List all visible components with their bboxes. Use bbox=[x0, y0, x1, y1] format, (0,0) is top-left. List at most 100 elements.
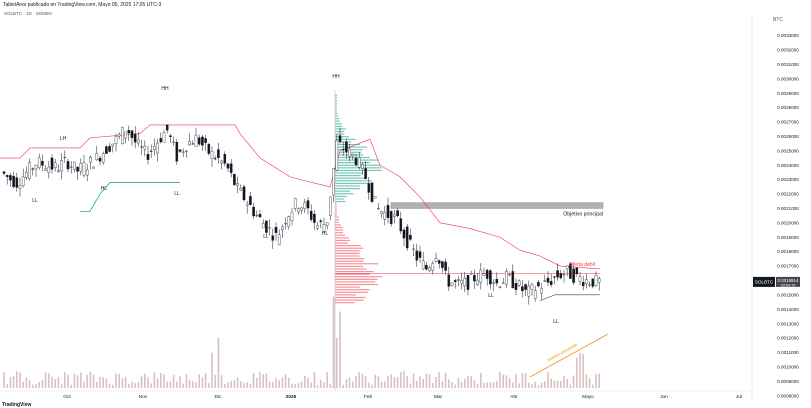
currency-label: BTC bbox=[773, 17, 783, 23]
candle-body bbox=[489, 270, 492, 285]
price-tick-label: 0.0011000 bbox=[777, 350, 799, 355]
volume-bar bbox=[377, 376, 380, 388]
candle-body bbox=[309, 210, 313, 220]
volume-profile-bar bbox=[335, 226, 343, 229]
candle-body bbox=[348, 148, 351, 157]
candle-body bbox=[201, 136, 204, 146]
price-tick-label: 0.0012000 bbox=[777, 336, 799, 341]
candle-body bbox=[441, 261, 444, 268]
candle-body bbox=[239, 188, 243, 191]
volume-profile-bar bbox=[335, 245, 362, 247]
volume-bar bbox=[22, 381, 24, 388]
candle-body bbox=[361, 164, 364, 169]
volume-bar bbox=[150, 383, 152, 388]
volume-profile-bar bbox=[335, 193, 354, 195]
candle-body bbox=[5, 175, 9, 178]
volume-bar bbox=[422, 379, 424, 388]
volume-bar bbox=[313, 371, 316, 388]
candle-body bbox=[527, 285, 531, 297]
candle-body bbox=[332, 168, 335, 196]
volume-profile-bar bbox=[335, 112, 338, 115]
volume-bar bbox=[259, 371, 261, 388]
volume-bar bbox=[281, 377, 284, 388]
price-tick-label: 0.0033000 bbox=[777, 33, 799, 38]
price-tick-label: 0.0014000 bbox=[777, 307, 799, 312]
volume-bar bbox=[518, 383, 520, 388]
weak-supply-label: Oferta débil bbox=[569, 262, 595, 268]
volume-profile-bar bbox=[335, 239, 351, 242]
candle-body bbox=[533, 290, 537, 299]
candle-body bbox=[293, 198, 297, 209]
volume-bar bbox=[252, 373, 255, 388]
volume-bar bbox=[348, 377, 351, 388]
volume-bar bbox=[51, 376, 53, 388]
volume-bar bbox=[214, 374, 216, 388]
volume-bar bbox=[409, 383, 412, 388]
supertrend-bearish-line bbox=[0, 124, 601, 270]
volume-bar bbox=[374, 374, 376, 388]
volume-bar bbox=[460, 382, 463, 388]
volume-bar bbox=[502, 374, 504, 388]
volume-bar bbox=[76, 375, 79, 388]
candle-body bbox=[197, 137, 201, 145]
volume-bar bbox=[553, 380, 556, 388]
volume-bar bbox=[464, 379, 466, 388]
volume-bar bbox=[524, 373, 527, 388]
candle-body bbox=[95, 153, 99, 160]
volume-bar bbox=[246, 382, 248, 388]
candle-body bbox=[370, 182, 374, 202]
volume-profile-bar bbox=[335, 195, 348, 197]
candle-body bbox=[412, 248, 415, 250]
volume-profile-bar bbox=[335, 291, 368, 293]
volume-profile-bar bbox=[335, 185, 360, 187]
swing-labels: LH LL HL HH LL HH LL HL LL LL bbox=[32, 74, 559, 325]
candle-body bbox=[242, 186, 246, 201]
candle-body bbox=[73, 161, 76, 170]
candle-body bbox=[553, 276, 556, 278]
volume-bar bbox=[211, 352, 213, 388]
volume-profile-bar bbox=[335, 136, 350, 138]
volume-bar bbox=[441, 381, 444, 388]
volume-profile-bar bbox=[335, 208, 337, 210]
candle-body bbox=[9, 175, 12, 181]
candle-body bbox=[60, 160, 63, 172]
volume-bar bbox=[166, 381, 168, 388]
volume-bar bbox=[115, 373, 117, 388]
candle-body bbox=[556, 270, 559, 278]
candle-body bbox=[31, 168, 35, 170]
volume-bar bbox=[361, 373, 364, 388]
volume-bar bbox=[92, 374, 95, 388]
volume-bar bbox=[595, 373, 597, 388]
volume-profile-bar bbox=[335, 263, 379, 265]
volume-bar bbox=[544, 381, 546, 388]
volume-profile-bar bbox=[335, 221, 339, 223]
volume-bar bbox=[236, 377, 239, 388]
tradingview-logo: TradingView bbox=[2, 402, 32, 408]
volume-bar bbox=[467, 376, 469, 388]
volume-bar bbox=[272, 381, 274, 388]
volume-bar bbox=[19, 372, 21, 388]
price-tick-label: 0.0024000 bbox=[777, 163, 799, 168]
candle-body bbox=[389, 211, 393, 224]
volume-bar bbox=[358, 372, 360, 388]
volume-profile-bar bbox=[335, 190, 350, 192]
volume-profile-bar bbox=[335, 138, 356, 140]
candle-body bbox=[236, 183, 239, 186]
volume-bar bbox=[576, 357, 578, 388]
zones: Objetivo principal bbox=[390, 202, 604, 217]
price-tick-label: 0.0009000 bbox=[777, 379, 799, 384]
volume-bar bbox=[25, 377, 28, 388]
candle-body bbox=[226, 163, 230, 169]
volume-bar bbox=[592, 384, 594, 388]
ticker-label: SOLBTC · 1D · GEMINI bbox=[4, 11, 52, 16]
volume-bar bbox=[560, 380, 562, 388]
candle-body bbox=[57, 170, 60, 172]
volume-bar bbox=[169, 381, 172, 388]
volume-bar bbox=[297, 383, 300, 388]
volume-profile-bar bbox=[335, 167, 382, 169]
time-tick-label: Mar bbox=[434, 394, 443, 400]
candle-body bbox=[271, 235, 275, 241]
candle-body bbox=[345, 141, 348, 152]
